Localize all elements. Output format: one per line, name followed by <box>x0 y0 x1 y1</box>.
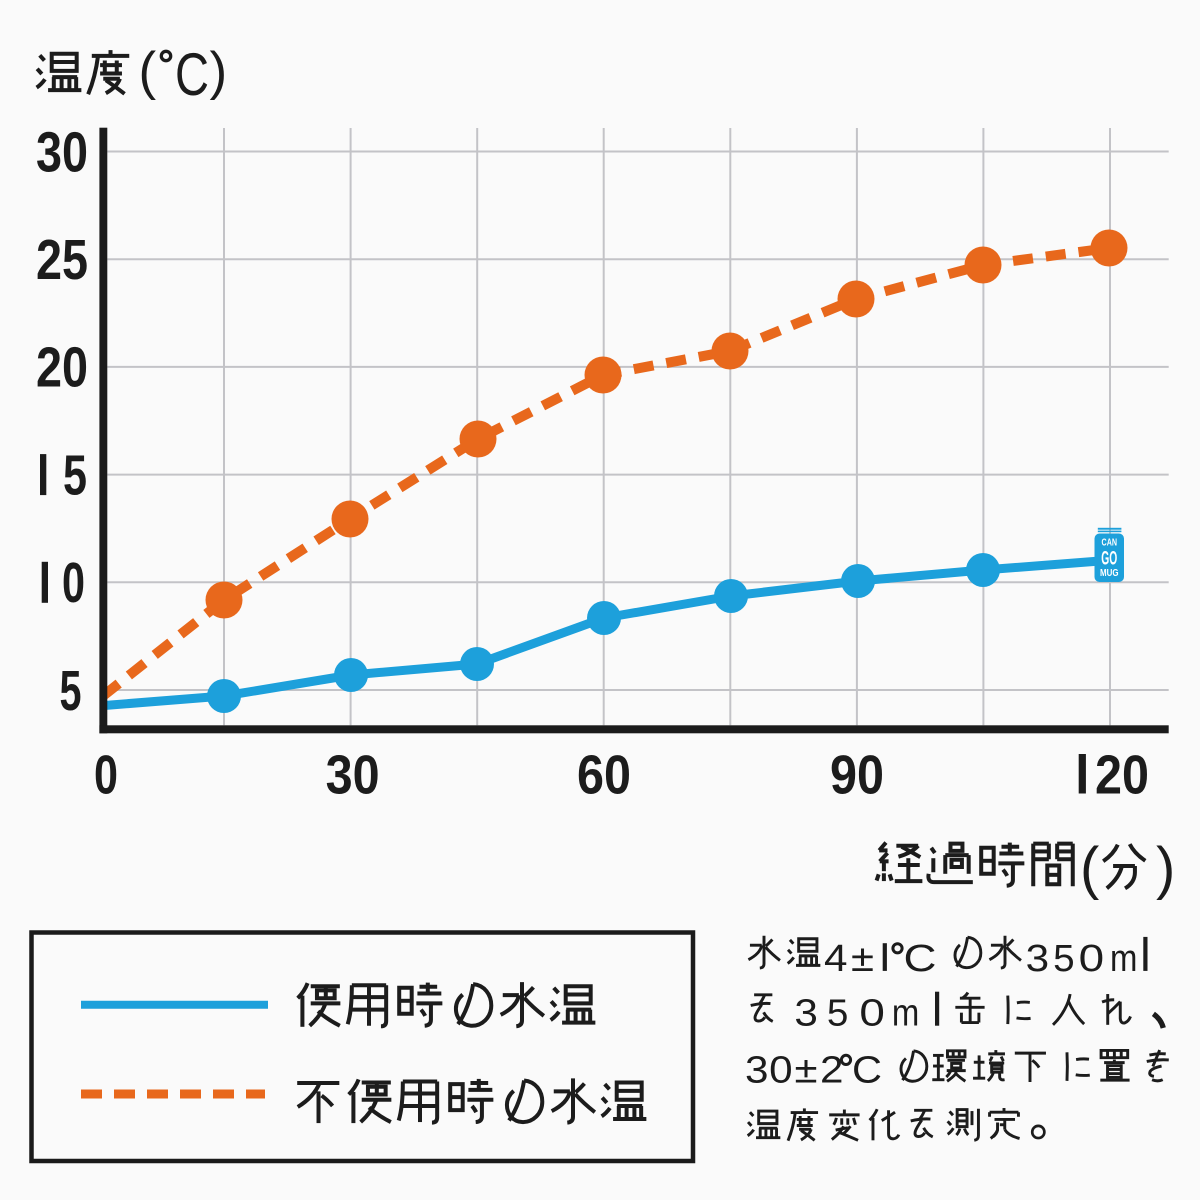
svg-text:m: m <box>1110 938 1137 980</box>
svg-text:0: 0 <box>62 551 85 615</box>
svg-text:5: 5 <box>1053 938 1075 980</box>
svg-text:2: 2 <box>820 1049 844 1091</box>
svg-text:90: 90 <box>830 744 884 806</box>
svg-text:0: 0 <box>769 1049 793 1091</box>
svg-text:25: 25 <box>36 228 88 292</box>
svg-text:3: 3 <box>745 1049 769 1091</box>
svg-text:5: 5 <box>60 659 82 723</box>
svg-text:0: 0 <box>94 744 118 806</box>
svg-text:MUG: MUG <box>1100 568 1119 579</box>
svg-text:5: 5 <box>827 993 849 1035</box>
svg-text:m: m <box>892 993 919 1035</box>
svg-text:): ) <box>1156 836 1175 901</box>
svg-text:4: 4 <box>824 938 848 980</box>
svg-text:±: ± <box>795 1049 818 1091</box>
svg-text:(: ( <box>139 42 157 101</box>
svg-text:C: C <box>904 938 937 980</box>
svg-text:5: 5 <box>63 443 87 507</box>
svg-text:CAN: CAN <box>1102 537 1118 548</box>
svg-text:3: 3 <box>1026 938 1050 980</box>
svg-text:C: C <box>852 1049 882 1091</box>
svg-text:0: 0 <box>1079 938 1105 980</box>
svg-text:(: ( <box>1080 836 1099 901</box>
svg-text:±: ± <box>851 938 874 980</box>
svg-text:C: C <box>175 41 209 108</box>
svg-text:20: 20 <box>1095 744 1149 806</box>
svg-text:0: 0 <box>859 993 885 1035</box>
svg-text:GO: GO <box>1101 549 1117 570</box>
svg-text:30: 30 <box>36 120 88 184</box>
svg-text:20: 20 <box>36 336 88 400</box>
svg-text:3: 3 <box>794 993 818 1035</box>
svg-text:60: 60 <box>577 744 631 806</box>
svg-text:): ) <box>210 42 228 101</box>
svg-text:30: 30 <box>326 744 380 806</box>
